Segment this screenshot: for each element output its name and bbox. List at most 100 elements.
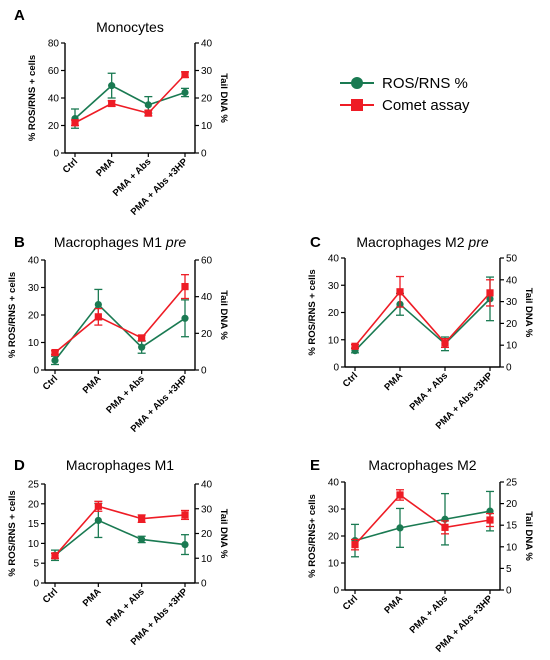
comet-point	[51, 552, 59, 560]
x-tick-label: Ctrl	[41, 373, 60, 392]
x-tick-label: PMA + Abs	[104, 373, 147, 416]
panel-a: A Monocytes 0 20 40 60 80 0 10 20 30 40 % ROS/RNS + …	[14, 7, 229, 218]
legend-item-comet: Comet assay	[340, 94, 470, 116]
ros-point	[138, 535, 146, 544]
x-tick-label: PMA + Abs	[104, 586, 147, 629]
left-tick-label: 0	[33, 579, 39, 590]
left-tick-label: 10	[328, 335, 340, 346]
right-axis-label: Tail DNA %	[523, 511, 534, 561]
left-tick-label: 40	[328, 254, 340, 265]
left-tick-label: 10	[28, 338, 40, 349]
right-tick-label: 40	[201, 480, 213, 491]
panel-d: D Macrophages M1 0 5 10 15 20 25 0 10 20 30 40 % ROS/…	[7, 457, 229, 648]
right-tick-label: 40	[201, 292, 213, 303]
comet-point	[144, 109, 152, 117]
comet-point	[138, 515, 146, 523]
right-tick-label: 0	[506, 586, 512, 597]
comet-series-line	[354, 493, 491, 546]
comet-point	[94, 502, 102, 510]
left-tick-label: 40	[28, 256, 40, 267]
ros-point	[108, 82, 116, 90]
left-axis-label: % ROS/RNS + cells	[7, 272, 18, 358]
panel-letter: A	[14, 7, 25, 24]
right-tick-label: 30	[201, 504, 213, 515]
comet-series-line	[54, 505, 186, 557]
legend-item-ros: ROS/RNS %	[340, 72, 470, 94]
comet-point	[396, 288, 404, 296]
right-tick-label: 20	[201, 94, 213, 105]
left-tick-label: 40	[328, 478, 340, 489]
left-tick-label: 0	[33, 366, 39, 377]
legend-comet-label: Comet assay	[382, 96, 470, 114]
ros-point	[181, 314, 189, 322]
ros-point	[396, 524, 404, 532]
ros-series	[71, 72, 189, 129]
comet-point	[486, 516, 494, 524]
x-tick-label: PMA	[382, 593, 405, 616]
x-tick-label: PMA + Abs	[408, 370, 451, 413]
left-tick-label: 30	[328, 505, 340, 516]
ros-series	[51, 288, 189, 366]
x-tick-label: PMA	[81, 586, 104, 609]
right-tick-label: 10	[201, 121, 213, 132]
ros-point	[51, 356, 59, 364]
ros-point	[94, 300, 102, 309]
x-tick-label: PMA	[94, 156, 117, 179]
left-tick-label: 60	[48, 66, 60, 77]
right-tick-label: 10	[506, 341, 518, 352]
ros-series-line	[54, 519, 186, 556]
panel-title-italic: pre	[165, 234, 186, 250]
comet-point	[138, 334, 146, 342]
ros-series	[351, 490, 494, 558]
left-tick-label: 25	[28, 480, 40, 491]
left-tick-label: 20	[328, 532, 340, 543]
panel-title-main: Monocytes	[96, 19, 164, 35]
panel-title-main: Macrophages M1	[66, 457, 174, 473]
right-tick-label: 0	[201, 149, 207, 160]
left-tick-label: 20	[328, 308, 340, 319]
x-tick-label: Ctrl	[341, 370, 360, 389]
x-tick-label: Ctrl	[61, 156, 80, 175]
comet-point	[181, 71, 189, 79]
left-axis-label: % ROS/RNS+ cells	[307, 494, 318, 578]
right-axis-label: Tail DNA %	[218, 290, 229, 340]
right-tick-label: 25	[506, 478, 518, 489]
comet-series-line	[74, 74, 186, 124]
panel-title-main: Macrophages M2	[368, 457, 476, 473]
left-tick-label: 10	[28, 539, 40, 550]
left-tick-label: 15	[28, 519, 40, 530]
legend-ros-label: ROS/RNS %	[382, 74, 468, 92]
ros-series-line	[54, 303, 186, 361]
left-tick-label: 0	[333, 586, 339, 597]
comet-series	[351, 489, 494, 551]
x-tick-label: Ctrl	[41, 586, 60, 605]
right-tick-label: 15	[506, 521, 518, 532]
legend-ros-dot	[351, 77, 363, 89]
ros-series-line	[74, 84, 186, 120]
left-tick-label: 10	[328, 559, 340, 570]
right-tick-label: 10	[506, 542, 518, 553]
panel-title: Macrophages M1 pre	[54, 234, 187, 250]
x-tick-label: PMA	[382, 370, 405, 393]
panel-title: Macrophages M1	[66, 457, 174, 473]
comet-series-line	[354, 290, 491, 347]
ros-series-line	[354, 298, 491, 352]
left-tick-label: 5	[33, 559, 39, 570]
left-tick-label: 0	[333, 363, 339, 374]
left-tick-label: 30	[328, 281, 340, 292]
right-tick-label: 0	[201, 579, 207, 590]
right-tick-label: 30	[506, 297, 518, 308]
comet-point	[71, 119, 79, 127]
ros-point	[138, 343, 146, 351]
right-tick-label: 20	[506, 499, 518, 510]
comet-point	[441, 523, 449, 531]
panel-title-main: Macrophages M2	[356, 234, 468, 250]
panel-c: C Macrophages M2 pre 0 10 20 30 40 0 10 20 30 40 50%…	[307, 234, 534, 432]
left-tick-label: 30	[28, 283, 40, 294]
right-tick-label: 20	[201, 529, 213, 540]
right-tick-label: 30	[201, 66, 213, 77]
ros-point	[94, 516, 102, 525]
panel-b: B Macrophages M1 pre 0 10 20 30 40 0 20 40 60 % ROS…	[7, 234, 229, 435]
right-tick-label: 60	[201, 256, 213, 267]
